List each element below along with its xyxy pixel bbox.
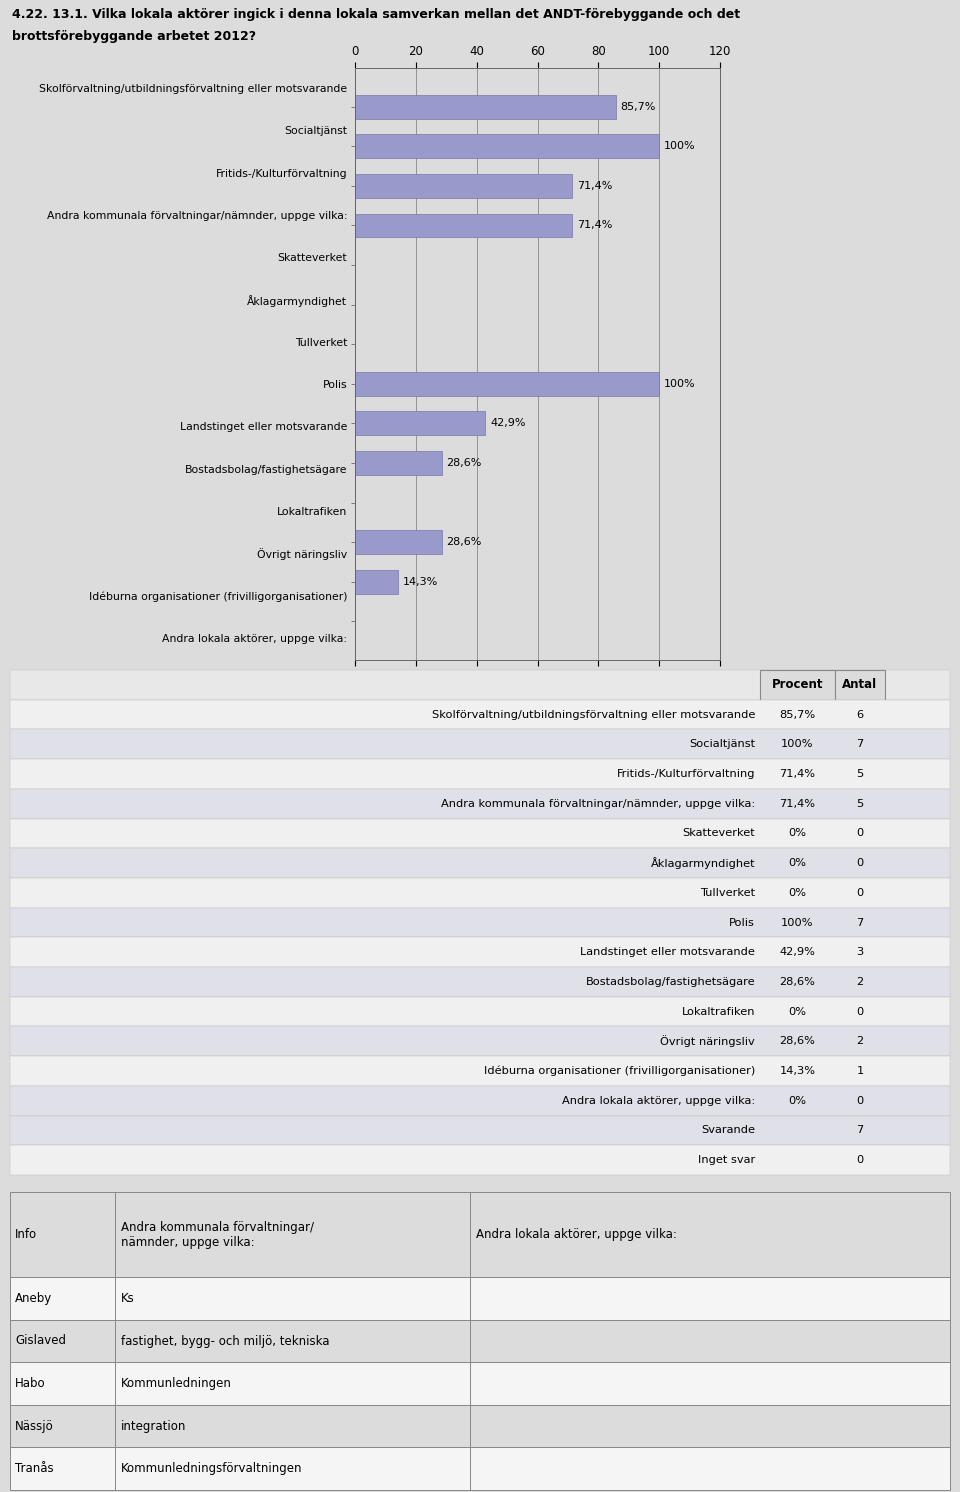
Text: 3: 3 xyxy=(856,947,864,958)
Text: 0: 0 xyxy=(856,1155,864,1165)
Text: Aneby: Aneby xyxy=(15,1292,53,1306)
Text: Andra lokala aktörer, uppge vilka:: Andra lokala aktörer, uppge vilka: xyxy=(476,1228,677,1241)
Text: Skolförvaltning/utbildningsförvaltning eller motsvarande: Skolförvaltning/utbildningsförvaltning e… xyxy=(432,710,756,719)
Text: Skolförvaltning/utbildningsförvaltning eller motsvarande: Skolförvaltning/utbildningsförvaltning e… xyxy=(39,84,348,94)
Text: Andra kommunala förvaltningar/
nämnder, uppge vilka:: Andra kommunala förvaltningar/ nämnder, … xyxy=(121,1220,314,1249)
Text: Skatteverket: Skatteverket xyxy=(683,828,756,839)
Text: 0: 0 xyxy=(856,1007,864,1016)
Text: Tullverket: Tullverket xyxy=(295,337,348,348)
Text: Andra lokala aktörer, uppge vilka:: Andra lokala aktörer, uppge vilka: xyxy=(562,1095,756,1106)
Text: 0%: 0% xyxy=(788,858,806,868)
Bar xyxy=(355,95,615,119)
Text: 71,4%: 71,4% xyxy=(780,798,815,809)
Text: 7: 7 xyxy=(856,918,864,928)
Text: Fritids-/Kulturförvaltning: Fritids-/Kulturförvaltning xyxy=(616,768,756,779)
Text: 71,4%: 71,4% xyxy=(577,221,612,230)
Text: brottsförebyggande arbetet 2012?: brottsförebyggande arbetet 2012? xyxy=(12,30,255,43)
Text: 28,6%: 28,6% xyxy=(780,977,815,986)
Text: 100%: 100% xyxy=(781,918,814,928)
Text: Andra kommunala förvaltningar/nämnder, uppge vilka:: Andra kommunala förvaltningar/nämnder, u… xyxy=(441,798,756,809)
Text: Gislaved: Gislaved xyxy=(15,1334,66,1347)
Text: 100%: 100% xyxy=(663,142,695,151)
Text: 100%: 100% xyxy=(781,739,814,749)
Text: 7: 7 xyxy=(856,1125,864,1135)
Text: Info: Info xyxy=(15,1228,37,1241)
Text: Andra kommunala förvaltningar/nämnder, uppge vilka:: Andra kommunala förvaltningar/nämnder, u… xyxy=(47,210,348,221)
Text: 0%: 0% xyxy=(788,828,806,839)
Text: 6: 6 xyxy=(856,710,864,719)
Text: Nässjö: Nässjö xyxy=(15,1420,54,1432)
Text: 2: 2 xyxy=(856,977,864,986)
Text: Antal: Antal xyxy=(843,679,877,691)
Text: Idéburna organisationer (frivilligorganisationer): Idéburna organisationer (frivilligorgani… xyxy=(484,1065,756,1076)
Text: Svarande: Svarande xyxy=(701,1125,756,1135)
Text: Övrigt näringsliv: Övrigt näringsliv xyxy=(660,1035,756,1047)
Text: Åklagarmyndighet: Åklagarmyndighet xyxy=(248,294,348,306)
Bar xyxy=(355,412,486,436)
Text: Ks: Ks xyxy=(121,1292,134,1306)
Text: Landstinget eller motsvarande: Landstinget eller motsvarande xyxy=(180,422,348,433)
Text: 100%: 100% xyxy=(663,379,695,389)
Text: Kommunledningsförvaltningen: Kommunledningsförvaltningen xyxy=(121,1462,302,1476)
Text: Idéburna organisationer (frivilligorganisationer): Idéburna organisationer (frivilligorgani… xyxy=(89,591,348,601)
Text: 85,7%: 85,7% xyxy=(620,101,656,112)
Text: 14,3%: 14,3% xyxy=(403,576,439,586)
Text: Polis: Polis xyxy=(323,380,348,389)
Text: Landstinget eller motsvarande: Landstinget eller motsvarande xyxy=(581,947,756,958)
Text: Tullverket: Tullverket xyxy=(700,888,756,898)
Text: 71,4%: 71,4% xyxy=(577,181,612,191)
Text: 28,6%: 28,6% xyxy=(780,1037,815,1046)
Text: 0%: 0% xyxy=(788,1095,806,1106)
Text: 14,3%: 14,3% xyxy=(780,1065,815,1076)
Text: 42,9%: 42,9% xyxy=(490,418,525,428)
Bar xyxy=(355,451,442,474)
Text: Fritids-/Kulturförvaltning: Fritids-/Kulturförvaltning xyxy=(216,169,348,179)
Text: 28,6%: 28,6% xyxy=(446,537,482,548)
Text: 0: 0 xyxy=(856,858,864,868)
Bar xyxy=(355,372,660,395)
Text: 0%: 0% xyxy=(788,888,806,898)
Bar xyxy=(355,530,442,554)
Text: Procent: Procent xyxy=(772,679,824,691)
Text: Habo: Habo xyxy=(15,1377,46,1391)
Bar xyxy=(355,570,398,594)
Text: 0: 0 xyxy=(856,828,864,839)
Text: integration: integration xyxy=(121,1420,186,1432)
Text: 42,9%: 42,9% xyxy=(780,947,815,958)
Text: Bostadsbolag/fastighetsägare: Bostadsbolag/fastighetsägare xyxy=(185,464,348,474)
Text: 85,7%: 85,7% xyxy=(780,710,816,719)
Text: fastighet, bygg- och miljö, tekniska: fastighet, bygg- och miljö, tekniska xyxy=(121,1334,329,1347)
Text: Andra lokala aktörer, uppge vilka:: Andra lokala aktörer, uppge vilka: xyxy=(162,634,348,645)
Text: 0: 0 xyxy=(856,1095,864,1106)
Text: 1: 1 xyxy=(856,1065,864,1076)
Text: 4.22. 13.1. Vilka lokala aktörer ingick i denna lokala samverkan mellan det ANDT: 4.22. 13.1. Vilka lokala aktörer ingick … xyxy=(12,7,739,21)
Text: Skatteverket: Skatteverket xyxy=(277,254,348,263)
Text: 0%: 0% xyxy=(788,1007,806,1016)
Text: 71,4%: 71,4% xyxy=(780,768,815,779)
Text: Lokaltrafiken: Lokaltrafiken xyxy=(682,1007,756,1016)
Text: Polis: Polis xyxy=(730,918,756,928)
Text: Åklagarmyndighet: Åklagarmyndighet xyxy=(651,856,756,868)
Text: 2: 2 xyxy=(856,1037,864,1046)
Bar xyxy=(355,213,572,237)
Bar xyxy=(355,175,572,198)
Text: Inget svar: Inget svar xyxy=(698,1155,756,1165)
Text: Tranås: Tranås xyxy=(15,1462,54,1476)
Text: Lokaltrafiken: Lokaltrafiken xyxy=(277,507,348,518)
Text: 0: 0 xyxy=(856,888,864,898)
Text: Bostadsbolag/fastighetsägare: Bostadsbolag/fastighetsägare xyxy=(586,977,756,986)
Text: 7: 7 xyxy=(856,739,864,749)
Text: 5: 5 xyxy=(856,798,864,809)
Text: 28,6%: 28,6% xyxy=(446,458,482,468)
Text: Socialtjänst: Socialtjänst xyxy=(284,127,348,136)
Text: Övrigt näringsliv: Övrigt näringsliv xyxy=(257,549,348,560)
Bar xyxy=(355,134,660,158)
Text: 5: 5 xyxy=(856,768,864,779)
Text: Kommunledningen: Kommunledningen xyxy=(121,1377,231,1391)
Text: Socialtjänst: Socialtjänst xyxy=(689,739,756,749)
